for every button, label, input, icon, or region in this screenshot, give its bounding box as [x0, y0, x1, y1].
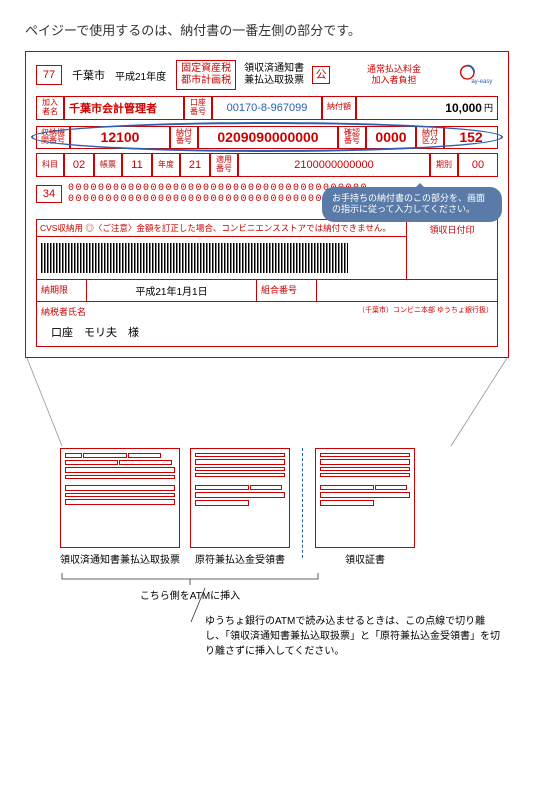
doc-type-2: 兼払込取扱票 — [244, 75, 304, 87]
mini-label-2: 原符兼払込金受領書 — [190, 554, 290, 567]
mini-label-1: 領収済通知書兼払込取扱票 — [60, 554, 180, 567]
barcode — [37, 237, 406, 279]
subject-value: 02 — [64, 153, 94, 177]
tax-type-1: 固定資産税 — [181, 63, 231, 75]
subscriber-name: 千葉市会計管理者 — [69, 100, 157, 116]
tax-type-2: 都市計画税 — [181, 75, 231, 87]
year-label: 年度 — [152, 153, 180, 177]
payment-number-label: 納付番号 — [170, 126, 198, 150]
payment-slip: 77 千葉市 平成21年度 固定資産税 都市計画税 領収済通知書 兼払込取扱票 … — [25, 51, 509, 358]
confirm-number: 0000 — [366, 126, 416, 150]
account-number: 00170-8-967099 — [227, 102, 308, 114]
institution-number: 12100 — [70, 126, 170, 150]
ledger-label: 帳票 — [94, 153, 122, 177]
cvs-header: CVS収納用 ◎〈ご注意〉金額を訂正した場合、コンビニエンスストアでは納付できま… — [37, 220, 406, 237]
cut-line — [302, 448, 303, 558]
category-number: 152 — [444, 126, 498, 150]
payment-number: 0209090000000 — [198, 126, 338, 150]
ocr-code: 34 — [36, 185, 62, 203]
apply-value: 2100000000000 — [238, 153, 430, 177]
mini-slip-2 — [190, 448, 290, 548]
yucho-note: ゆうちょ銀行のATMで読み込ませるときは、この点線で切り離し、「領収済通知書兼払… — [205, 614, 505, 659]
payer-name: 口座 モリ夫 様 — [37, 321, 497, 346]
due-label: 納期限 — [37, 280, 87, 301]
year-value: 21 — [180, 153, 210, 177]
ledger-value: 11 — [122, 153, 152, 177]
code-box: 77 — [36, 65, 62, 85]
confirm-label: 確認番号 — [338, 126, 366, 150]
kou-mark: 公 — [312, 66, 330, 84]
category-label: 納付区分 — [416, 126, 444, 150]
amount-value: 10,000 — [361, 101, 482, 115]
svg-text:ay-easy: ay-easy — [471, 79, 492, 85]
payeasy-logo: ay-easy — [458, 63, 498, 87]
subject-label: 科目 — [36, 153, 64, 177]
union-label: 組合番号 — [257, 280, 317, 301]
fee-line-2: 加入者負担 — [334, 75, 454, 86]
due-date: 平成21年1月1日 — [87, 280, 257, 301]
period-label: 期別 — [430, 153, 458, 177]
period-value: 00 — [458, 153, 498, 177]
intro-text: ペイジーで使用するのは、納付書の一番左側の部分です。 — [25, 20, 509, 39]
yen-unit: 円 — [484, 101, 493, 114]
mini-slip-3 — [315, 448, 415, 548]
account-label: 口座番号 — [184, 96, 212, 120]
fiscal-year: 平成21年度 — [115, 68, 166, 83]
doc-type-1: 領収済通知書 — [244, 63, 304, 75]
payer-label: 納税者氏名 — [37, 302, 90, 321]
slip-overview-diagram: 領収済通知書兼払込取扱票 原符兼払込金受領書 — [60, 448, 509, 567]
mini-slip-1 — [60, 448, 180, 548]
fee-line-1: 通常払込料金 — [334, 64, 454, 75]
atm-bracket — [60, 571, 509, 585]
city: 千葉市 — [66, 67, 111, 83]
apply-label: 適用番号 — [210, 153, 238, 177]
subscriber-label: 加入者名 — [36, 96, 64, 120]
zoom-connector — [25, 358, 509, 448]
amount-label: 納付額 — [322, 96, 356, 120]
instruction-callout: お手持ちの納付書のこの部分を、画面の指示に従って入力してください。 — [322, 187, 502, 222]
receipt-stamp-label: 領収日付印 — [407, 220, 497, 239]
handling-note: （千葉市）コンビニ本部 ゆうちょ銀行扱） — [354, 302, 497, 321]
institution-label: 収納機関番号 — [36, 126, 70, 150]
mini-label-3: 領収証書 — [315, 554, 415, 567]
